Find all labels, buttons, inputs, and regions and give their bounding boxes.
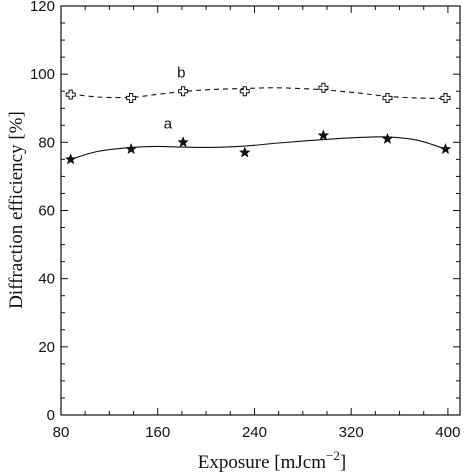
data-point-b xyxy=(65,89,76,100)
data-point-a xyxy=(64,153,77,165)
x-axis-title-exponent: −2 xyxy=(326,448,340,463)
y-axis-title: Diffraction efficiency [%] xyxy=(6,111,27,309)
x-axis-title: Exposure [mJcm−2] xyxy=(198,448,346,473)
x-tick-label: 400 xyxy=(435,424,460,441)
data-point-a xyxy=(238,146,251,158)
y-tick-label: 100 xyxy=(30,66,55,83)
data-point-a xyxy=(317,129,330,141)
data-point-a xyxy=(439,142,452,155)
y-tick-label: 60 xyxy=(38,203,55,220)
data-point-a xyxy=(381,132,394,145)
x-axis-title-close: ] xyxy=(340,452,346,473)
data-point-b xyxy=(440,93,451,103)
data-point-b xyxy=(318,82,329,93)
series-markers xyxy=(64,82,452,165)
series-labels: ba xyxy=(164,65,186,133)
y-tick-label: 40 xyxy=(38,271,55,288)
x-axis-title-main: Exposure [mJcm xyxy=(198,452,326,473)
y-tick-label: 20 xyxy=(38,339,55,356)
x-tick-label: 80 xyxy=(53,424,70,441)
data-point-a xyxy=(177,136,189,148)
x-axis-ticks: 80 160 240 320 400 xyxy=(53,6,460,441)
series-label-a: a xyxy=(164,116,173,133)
data-point-b xyxy=(239,86,250,97)
data-point-b xyxy=(178,86,189,97)
y-axis-ticks: 0 20 40 60 80 100 120 xyxy=(30,0,460,424)
x-tick-label: 240 xyxy=(242,424,267,441)
series-label-b: b xyxy=(177,65,185,82)
data-point-b xyxy=(382,93,393,103)
data-point-b xyxy=(126,93,137,103)
y-tick-label: 0 xyxy=(47,407,55,424)
y-tick-label: 80 xyxy=(38,134,55,151)
x-tick-label: 160 xyxy=(145,424,170,441)
y-tick-label: 120 xyxy=(30,0,55,15)
data-point-a xyxy=(125,142,138,155)
plot-frame xyxy=(60,5,461,416)
x-tick-label: 320 xyxy=(339,424,364,441)
